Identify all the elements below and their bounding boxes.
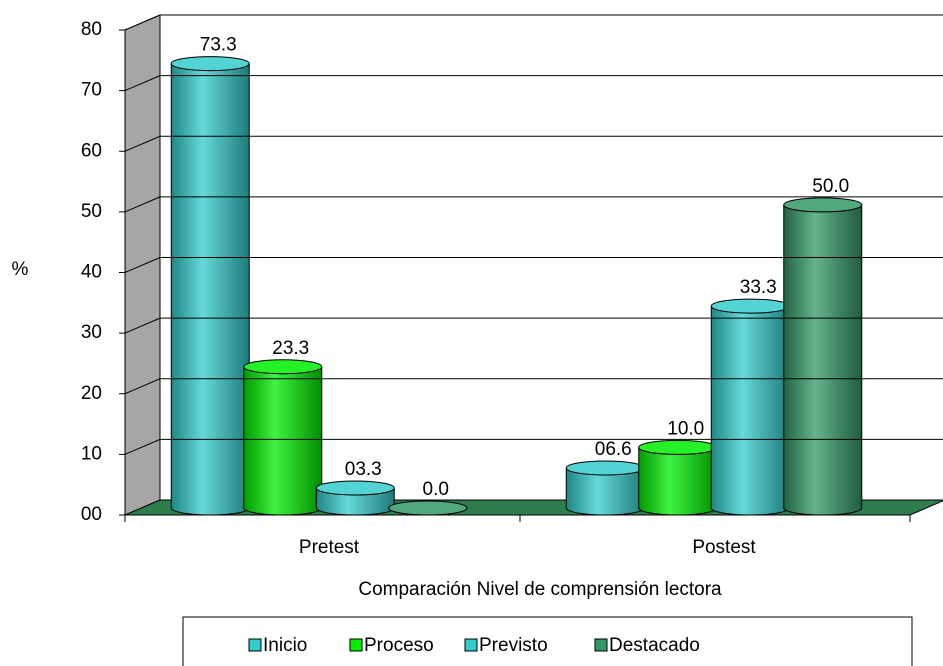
grid-line-side <box>124 135 161 152</box>
bar-top <box>170 56 250 72</box>
data-label: 33.3 <box>740 277 777 298</box>
bar-top <box>243 359 323 375</box>
data-label: 10.0 <box>667 418 704 439</box>
legend-label: Previsto <box>479 635 548 656</box>
x-axis-label: Comparación Nivel de comprensión lectora <box>358 579 722 600</box>
x-tick-label: Postest <box>692 537 756 558</box>
y-tick-label: 70 <box>81 80 102 101</box>
y-tick-label: 10 <box>81 443 102 464</box>
data-label: 03.3 <box>345 459 382 480</box>
bar <box>638 447 718 516</box>
grid-line-side <box>124 257 161 273</box>
y-tick-label: 50 <box>81 201 102 222</box>
legend-swatch <box>248 638 262 652</box>
legend-label: Destacado <box>609 635 700 656</box>
grid-line-side <box>124 196 161 213</box>
legend-label: Inicio <box>263 635 307 656</box>
bar-top <box>783 197 863 213</box>
bar-top <box>710 298 790 314</box>
bar <box>783 204 863 516</box>
grid-line-side <box>124 378 161 395</box>
grid-line-side <box>124 75 161 92</box>
bar-top <box>565 460 645 476</box>
x-tick-label: Pretest <box>299 537 360 558</box>
data-label: 06.6 <box>595 439 632 460</box>
bar-top <box>315 480 395 496</box>
data-label: 23.3 <box>272 338 309 359</box>
data-label: 73.3 <box>200 35 237 56</box>
y-tick-label: 40 <box>81 262 102 283</box>
bar <box>710 305 790 516</box>
y-tick-label: 60 <box>81 140 102 161</box>
y-axis-label: % <box>12 259 29 280</box>
legend-swatch <box>594 638 608 652</box>
legend-swatch <box>349 638 363 652</box>
grid-line-side <box>124 317 161 334</box>
bar <box>170 63 250 516</box>
legend-swatch <box>464 638 478 652</box>
data-label: 50.0 <box>812 176 849 197</box>
legend <box>182 616 913 666</box>
bar-top <box>638 439 718 455</box>
y-tick-label: 00 <box>81 504 102 525</box>
legend-label: Proceso <box>364 635 434 656</box>
bar-top <box>388 500 468 516</box>
y-tick-label: 80 <box>81 19 102 40</box>
bar <box>243 366 323 516</box>
y-tick-label: 30 <box>81 322 102 343</box>
grid-line-side <box>124 14 161 31</box>
grid-line-side <box>124 438 161 455</box>
data-label: 0.0 <box>423 479 449 500</box>
plot: 73.3 23.3 03.3 0.0 06.6 10.0 33.3 50.0 <box>170 35 863 516</box>
y-tick-label: 20 <box>81 383 102 404</box>
